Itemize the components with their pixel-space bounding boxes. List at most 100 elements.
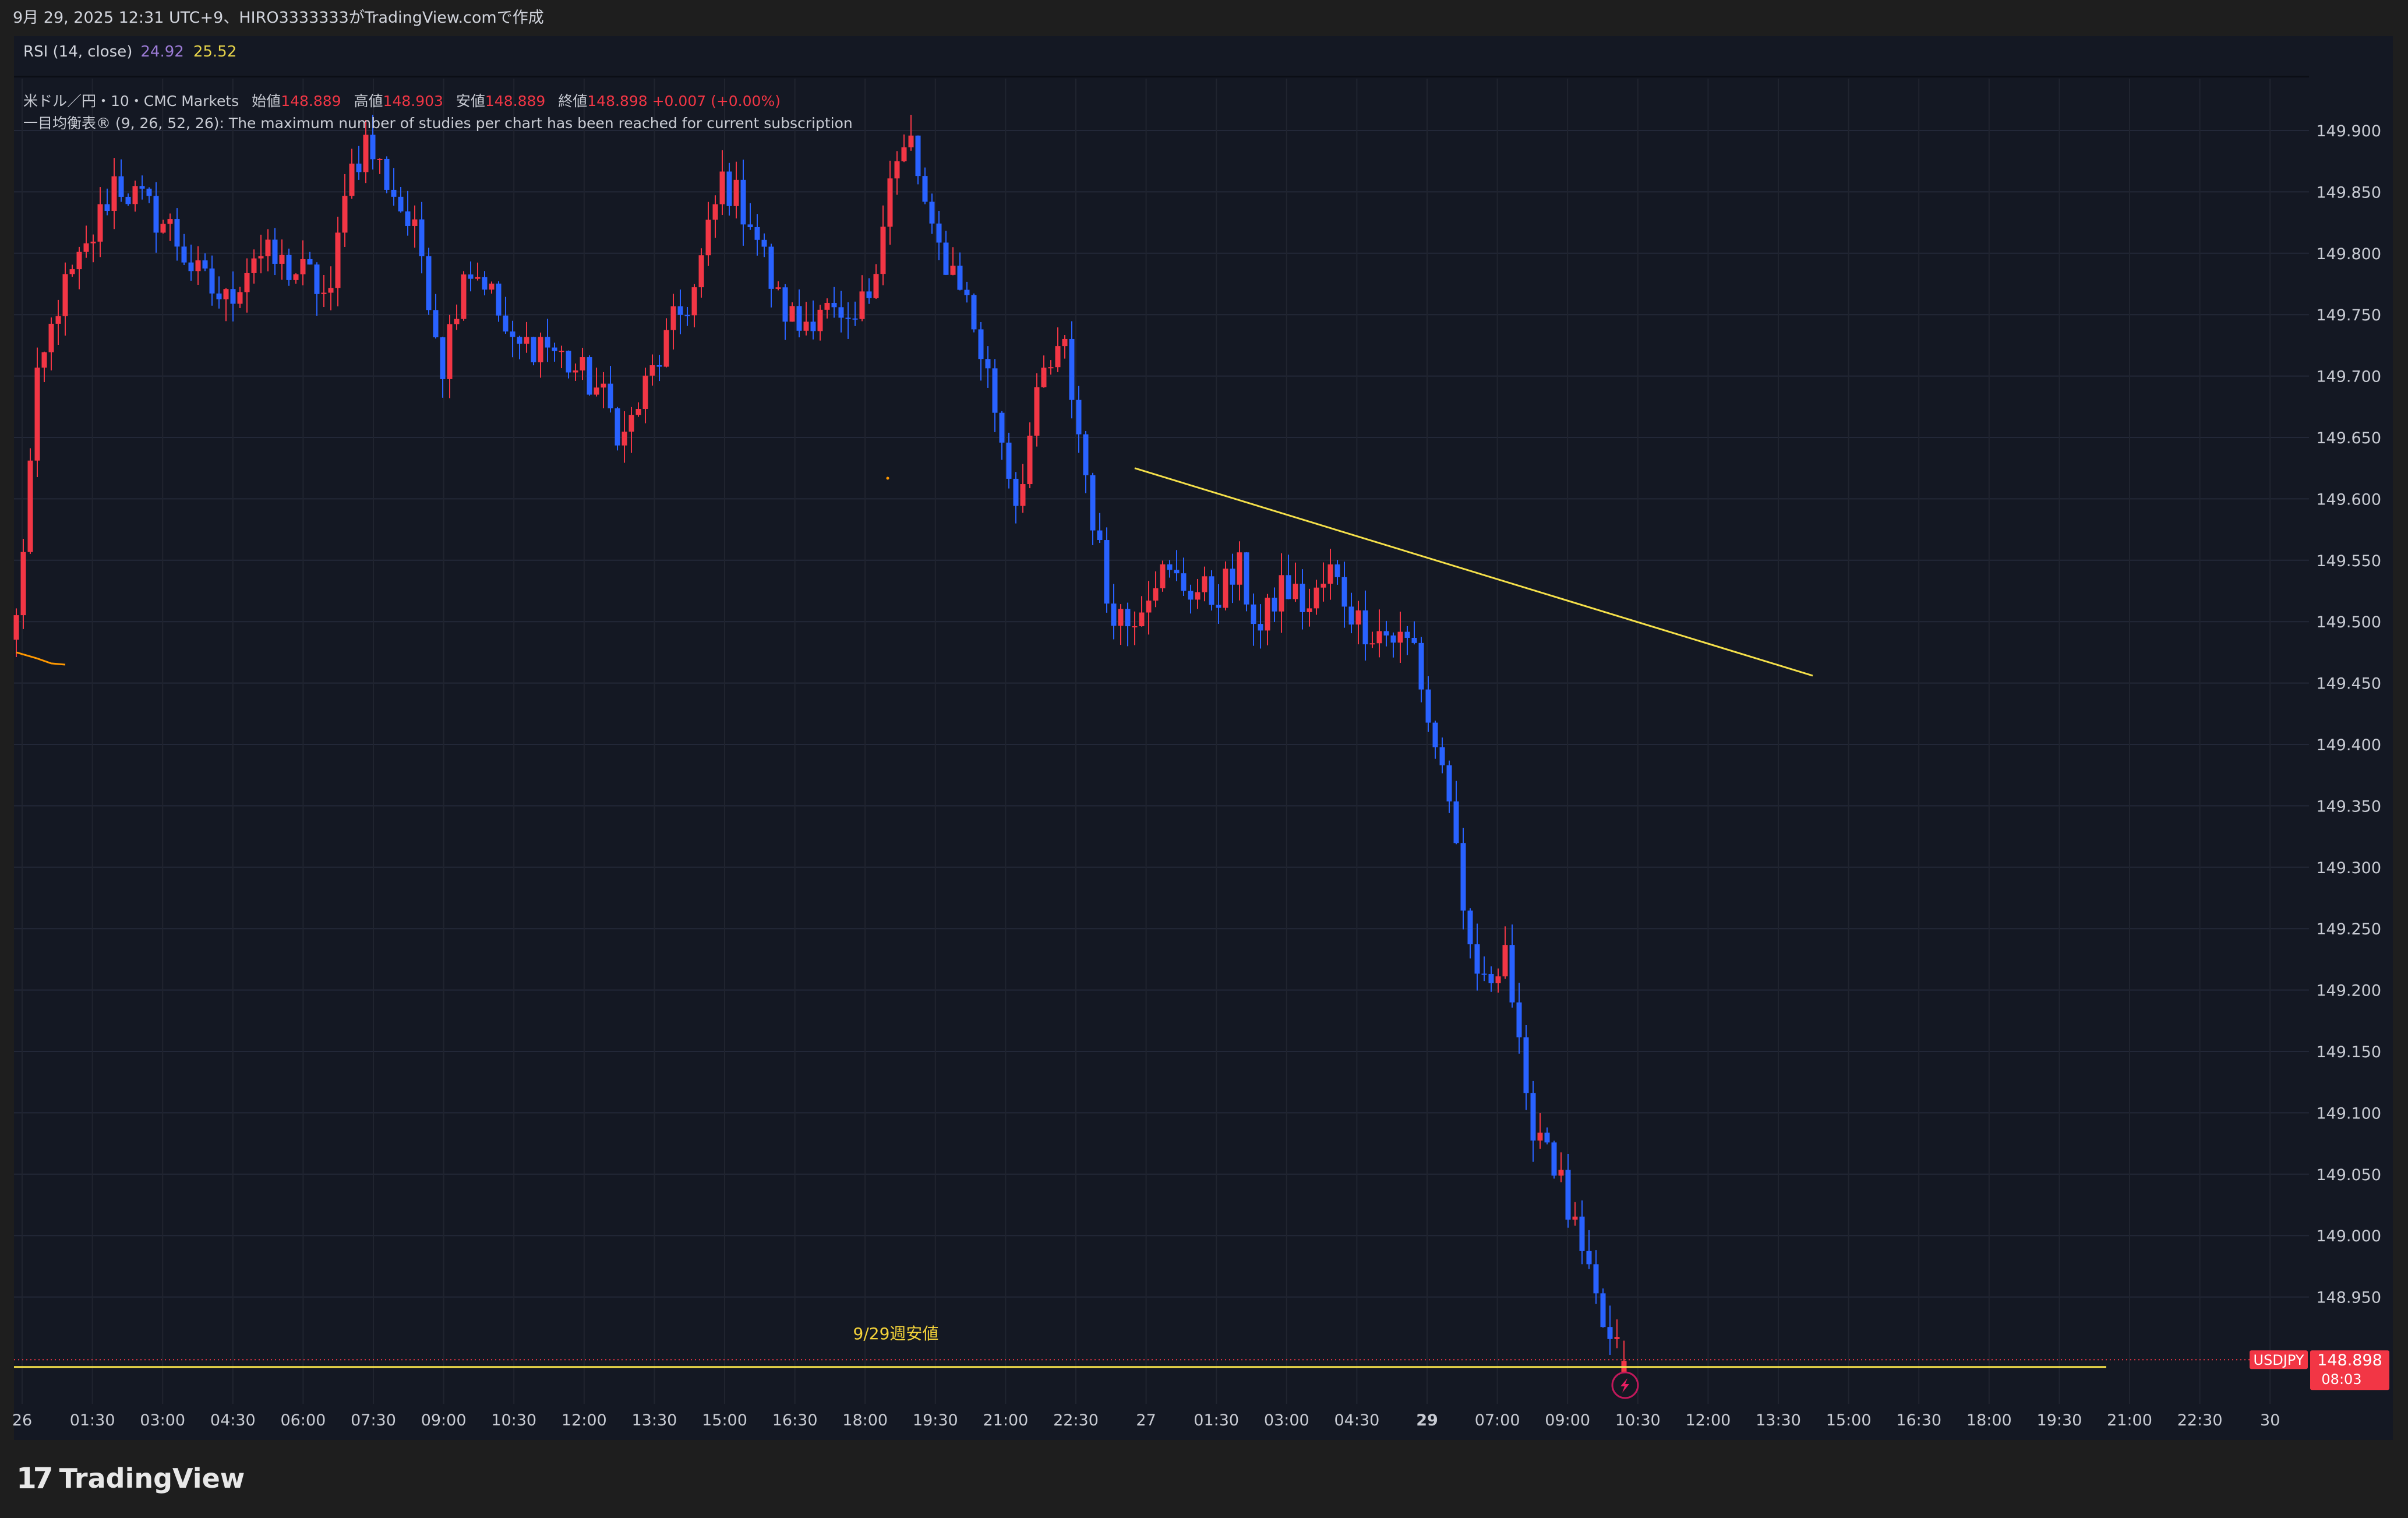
candle-body <box>286 255 292 280</box>
ichimoku-legend[interactable]: 一目均衡表® (9, 26, 52, 26): The maximum numb… <box>23 115 853 132</box>
candle-body <box>601 383 606 388</box>
candle-body <box>1481 973 1487 975</box>
lightning-bolt-icon <box>1620 1378 1629 1393</box>
candle-body <box>1537 1132 1543 1141</box>
time-axis-label: 22:30 <box>2177 1411 2223 1429</box>
time-axis-label: 04:30 <box>210 1411 256 1429</box>
candle-body <box>510 331 516 337</box>
candle-body <box>447 324 453 379</box>
candle-body <box>1076 400 1082 435</box>
candle-body <box>27 460 33 552</box>
candle-body <box>503 315 509 332</box>
symbol-legend[interactable]: 米ドル／円・10・CMC Markets 始値148.889 高値148.903… <box>23 90 781 111</box>
price-axis-label: 149.300 <box>2316 859 2381 877</box>
price-axis-label: 149.450 <box>2316 675 2381 693</box>
candle-body <box>1453 801 1459 843</box>
rsi-value-1: 24.92 <box>140 43 184 61</box>
candle-body <box>1390 635 1396 643</box>
tradingview-logo[interactable]: 17 TradingView <box>16 1461 245 1495</box>
candle-body <box>719 171 725 204</box>
time-axis-label: 19:30 <box>2036 1411 2082 1429</box>
candle-body <box>1369 643 1375 645</box>
candle-body <box>328 288 334 293</box>
candle-body <box>656 365 662 367</box>
candle-body <box>1300 584 1305 612</box>
price-axis-label: 149.000 <box>2316 1227 2381 1245</box>
candle-body <box>761 239 767 247</box>
candle-body <box>125 196 131 204</box>
candle-body <box>83 243 89 252</box>
candle-body <box>1432 722 1438 747</box>
chart-area[interactable] <box>14 36 2393 1440</box>
candle-body <box>258 256 264 259</box>
candle-body <box>384 158 390 190</box>
candle-body <box>433 310 439 338</box>
candle-body <box>824 302 830 310</box>
candle-body <box>754 227 760 240</box>
candle-body <box>314 264 320 294</box>
candle-body <box>1097 530 1103 541</box>
candle-body <box>1425 689 1431 723</box>
candle-body <box>1544 1132 1550 1143</box>
candle-body <box>803 322 809 331</box>
high-label: 高値 <box>354 93 383 110</box>
price-axis-label: 149.400 <box>2316 736 2381 754</box>
candle-body <box>153 196 159 233</box>
candle-body <box>1209 576 1214 605</box>
time-axis-label: 19:30 <box>913 1411 958 1429</box>
candle-body <box>517 337 522 344</box>
candle-body <box>712 204 718 220</box>
candle-body <box>118 176 124 197</box>
candle-body <box>391 189 397 197</box>
candle-body <box>1418 642 1424 690</box>
time-axis-label: 18:00 <box>842 1411 888 1429</box>
candle-body <box>1488 973 1494 983</box>
candle-body <box>223 289 229 299</box>
symbol-tag-text: USDJPY <box>2254 1352 2304 1368</box>
candle-body <box>440 337 446 379</box>
candle-body <box>1195 592 1201 600</box>
candle-body <box>293 274 299 280</box>
candle-body <box>1265 598 1270 631</box>
time-axis-label: 30 <box>2260 1411 2280 1429</box>
candle-body <box>768 246 774 289</box>
candle-body <box>55 316 61 324</box>
candle-body <box>524 337 529 344</box>
candle-body <box>1174 570 1180 574</box>
candle-body <box>992 368 998 413</box>
time-axis-label: 03:00 <box>140 1411 185 1429</box>
candle-body <box>34 368 40 461</box>
price-axis-label: 149.850 <box>2316 183 2381 202</box>
rsi-value-2: 25.52 <box>193 43 237 61</box>
price-axis-label: 149.050 <box>2316 1166 2381 1184</box>
candle-body <box>922 176 928 202</box>
candle-body <box>573 370 578 373</box>
change-value: +0.007 (+0.00%) <box>652 93 781 110</box>
ichimoku-line <box>16 651 66 666</box>
price-axis-label: 149.600 <box>2316 490 2381 509</box>
candle-body <box>321 292 327 294</box>
candle-body <box>635 409 641 415</box>
rsi-legend[interactable]: RSI (14, close) 24.92 25.52 <box>23 43 236 61</box>
time-axis-label: 10:30 <box>491 1411 536 1429</box>
candle-body <box>1320 584 1326 588</box>
candle-body <box>1607 1327 1613 1339</box>
candle-body <box>733 179 739 206</box>
candle-body <box>111 176 117 211</box>
candle-body <box>1223 569 1228 608</box>
candle-body <box>971 295 977 330</box>
candle-body <box>747 224 753 227</box>
candle-body <box>475 277 481 279</box>
time-axis-label: 07:30 <box>351 1411 396 1429</box>
price-tag-value: 148.898 <box>2317 1351 2382 1369</box>
candle-body <box>1216 605 1221 608</box>
candle-body <box>985 359 991 369</box>
time-axis-label: 15:00 <box>702 1411 747 1429</box>
candle-body <box>1579 1216 1585 1251</box>
candle-body <box>901 147 907 161</box>
candle-body <box>608 383 613 408</box>
candle-body <box>642 375 648 409</box>
candle-body <box>265 239 271 256</box>
pane-separator[interactable] <box>14 76 2309 77</box>
